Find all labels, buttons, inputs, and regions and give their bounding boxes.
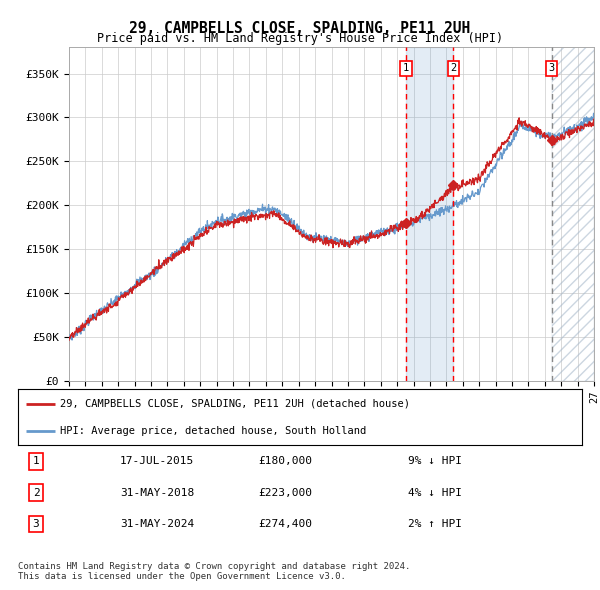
Text: Contains HM Land Registry data © Crown copyright and database right 2024.: Contains HM Land Registry data © Crown c… — [18, 562, 410, 571]
Text: 2% ↑ HPI: 2% ↑ HPI — [408, 519, 462, 529]
Text: £274,400: £274,400 — [258, 519, 312, 529]
Text: 3: 3 — [32, 519, 40, 529]
Bar — [551, 47, 594, 381]
Text: 2: 2 — [450, 63, 457, 73]
Text: £223,000: £223,000 — [258, 488, 312, 497]
Text: 29, CAMPBELLS CLOSE, SPALDING, PE11 2UH (detached house): 29, CAMPBELLS CLOSE, SPALDING, PE11 2UH … — [60, 399, 410, 409]
Text: 17-JUL-2015: 17-JUL-2015 — [120, 457, 194, 466]
Text: HPI: Average price, detached house, South Holland: HPI: Average price, detached house, Sout… — [60, 427, 367, 437]
Bar — [406, 47, 453, 381]
Text: 29, CAMPBELLS CLOSE, SPALDING, PE11 2UH: 29, CAMPBELLS CLOSE, SPALDING, PE11 2UH — [130, 21, 470, 35]
Text: £180,000: £180,000 — [258, 457, 312, 466]
Text: 3: 3 — [548, 63, 555, 73]
Text: Price paid vs. HM Land Registry's House Price Index (HPI): Price paid vs. HM Land Registry's House … — [97, 32, 503, 45]
Text: 9% ↓ HPI: 9% ↓ HPI — [408, 457, 462, 466]
Text: 1: 1 — [403, 63, 409, 73]
Text: 2: 2 — [32, 488, 40, 497]
Text: 4% ↓ HPI: 4% ↓ HPI — [408, 488, 462, 497]
Text: 1: 1 — [32, 457, 40, 466]
Text: 31-MAY-2018: 31-MAY-2018 — [120, 488, 194, 497]
Text: 31-MAY-2024: 31-MAY-2024 — [120, 519, 194, 529]
Text: This data is licensed under the Open Government Licence v3.0.: This data is licensed under the Open Gov… — [18, 572, 346, 581]
